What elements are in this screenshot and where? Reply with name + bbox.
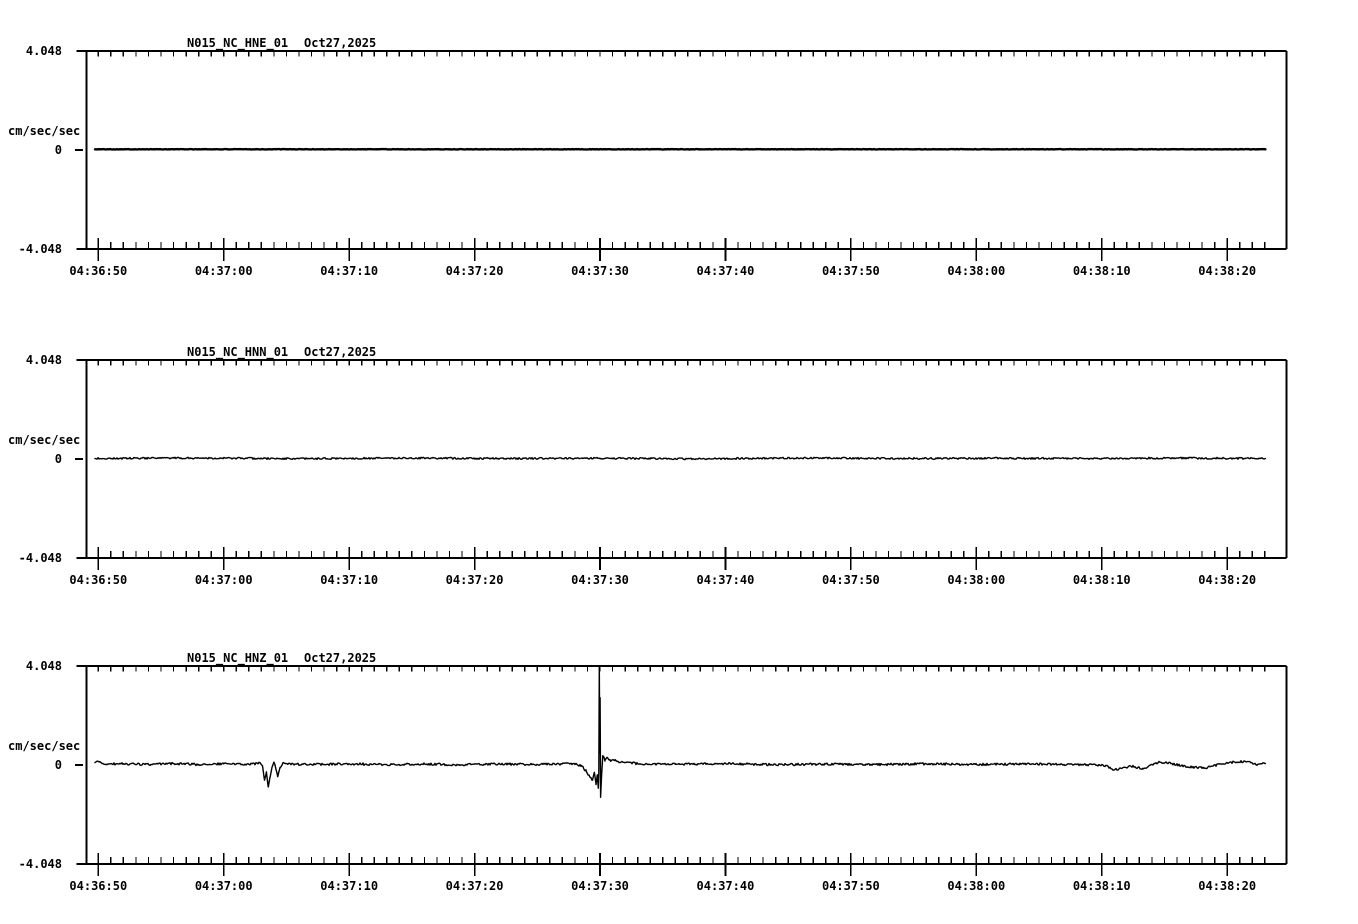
y-tick-min: -4.048: [18, 242, 62, 256]
x-tick-label: 04:37:30: [571, 879, 629, 893]
chart-axes-0: [75, 50, 1288, 261]
chart-title-date: Oct27,2025: [304, 345, 377, 359]
y-tick-max: 4.048: [25, 353, 62, 367]
x-tick-label: 04:38:20: [1198, 264, 1257, 278]
x-tick-label: 04:38:00: [947, 264, 1006, 278]
x-tick-label: 04:37:00: [194, 573, 253, 587]
x-tick-label: 04:38:00: [947, 879, 1006, 893]
y-axis-unit-label: cm/sec/sec: [8, 739, 81, 753]
x-tick-label: 04:37:40: [696, 264, 755, 278]
y-tick-zero: 0: [54, 758, 62, 772]
y-tick-zero: 0: [54, 143, 62, 157]
x-tick-label: 04:37:40: [696, 573, 755, 587]
x-tick-label: 04:37:20: [445, 573, 504, 587]
x-tick-label: 04:36:50: [69, 879, 128, 893]
x-tick-label: 04:37:40: [696, 879, 755, 893]
x-tick-label: 04:38:10: [1072, 264, 1131, 278]
chart-title-station: N015_NC_HNN_01: [187, 345, 289, 359]
x-tick-label: 04:36:50: [69, 264, 128, 278]
chart-axes-1: [75, 359, 1288, 570]
x-tick-label: 04:37:00: [194, 264, 253, 278]
x-tick-label: 04:37:00: [194, 879, 253, 893]
x-tick-label: 04:37:20: [445, 879, 504, 893]
y-axis-unit-label: cm/sec/sec: [8, 433, 81, 447]
y-axis-unit-label: cm/sec/sec: [8, 124, 81, 138]
y-tick-min: -4.048: [18, 857, 62, 871]
chart-axes-2: [75, 665, 1288, 876]
x-tick-label: 04:37:50: [821, 879, 880, 893]
x-tick-label: 04:37:10: [320, 573, 379, 587]
chart-title-date: Oct27,2025: [304, 36, 377, 50]
y-tick-max: 4.048: [25, 44, 62, 58]
x-tick-label: 04:38:20: [1198, 573, 1257, 587]
chart-title-station: N015_NC_HNZ_01: [187, 651, 289, 665]
y-tick-max: 4.048: [25, 659, 62, 673]
x-tick-label: 04:37:30: [571, 264, 629, 278]
x-tick-label: 04:38:10: [1072, 879, 1131, 893]
x-tick-label: 04:37:10: [320, 879, 379, 893]
x-tick-label: 04:37:30: [571, 573, 629, 587]
x-tick-label: 04:37:20: [445, 264, 504, 278]
waveform-trace-N015_NC_HNN_01: [94, 456, 1267, 461]
x-tick-label: 04:38:10: [1072, 573, 1131, 587]
y-tick-min: -4.048: [18, 551, 62, 565]
x-tick-label: 04:37:10: [320, 264, 379, 278]
x-tick-label: 04:36:50: [69, 573, 128, 587]
y-tick-zero: 0: [54, 452, 62, 466]
x-tick-label: 04:38:00: [947, 573, 1006, 587]
x-tick-label: 04:37:50: [821, 264, 880, 278]
chart-title-date: Oct27,2025: [304, 651, 377, 665]
x-tick-label: 04:37:50: [821, 573, 880, 587]
x-tick-label: 04:38:20: [1198, 879, 1257, 893]
waveform-trace-N015_NC_HNZ_01: [94, 665, 1267, 798]
chart-title-station: N015_NC_HNE_01: [187, 36, 289, 50]
